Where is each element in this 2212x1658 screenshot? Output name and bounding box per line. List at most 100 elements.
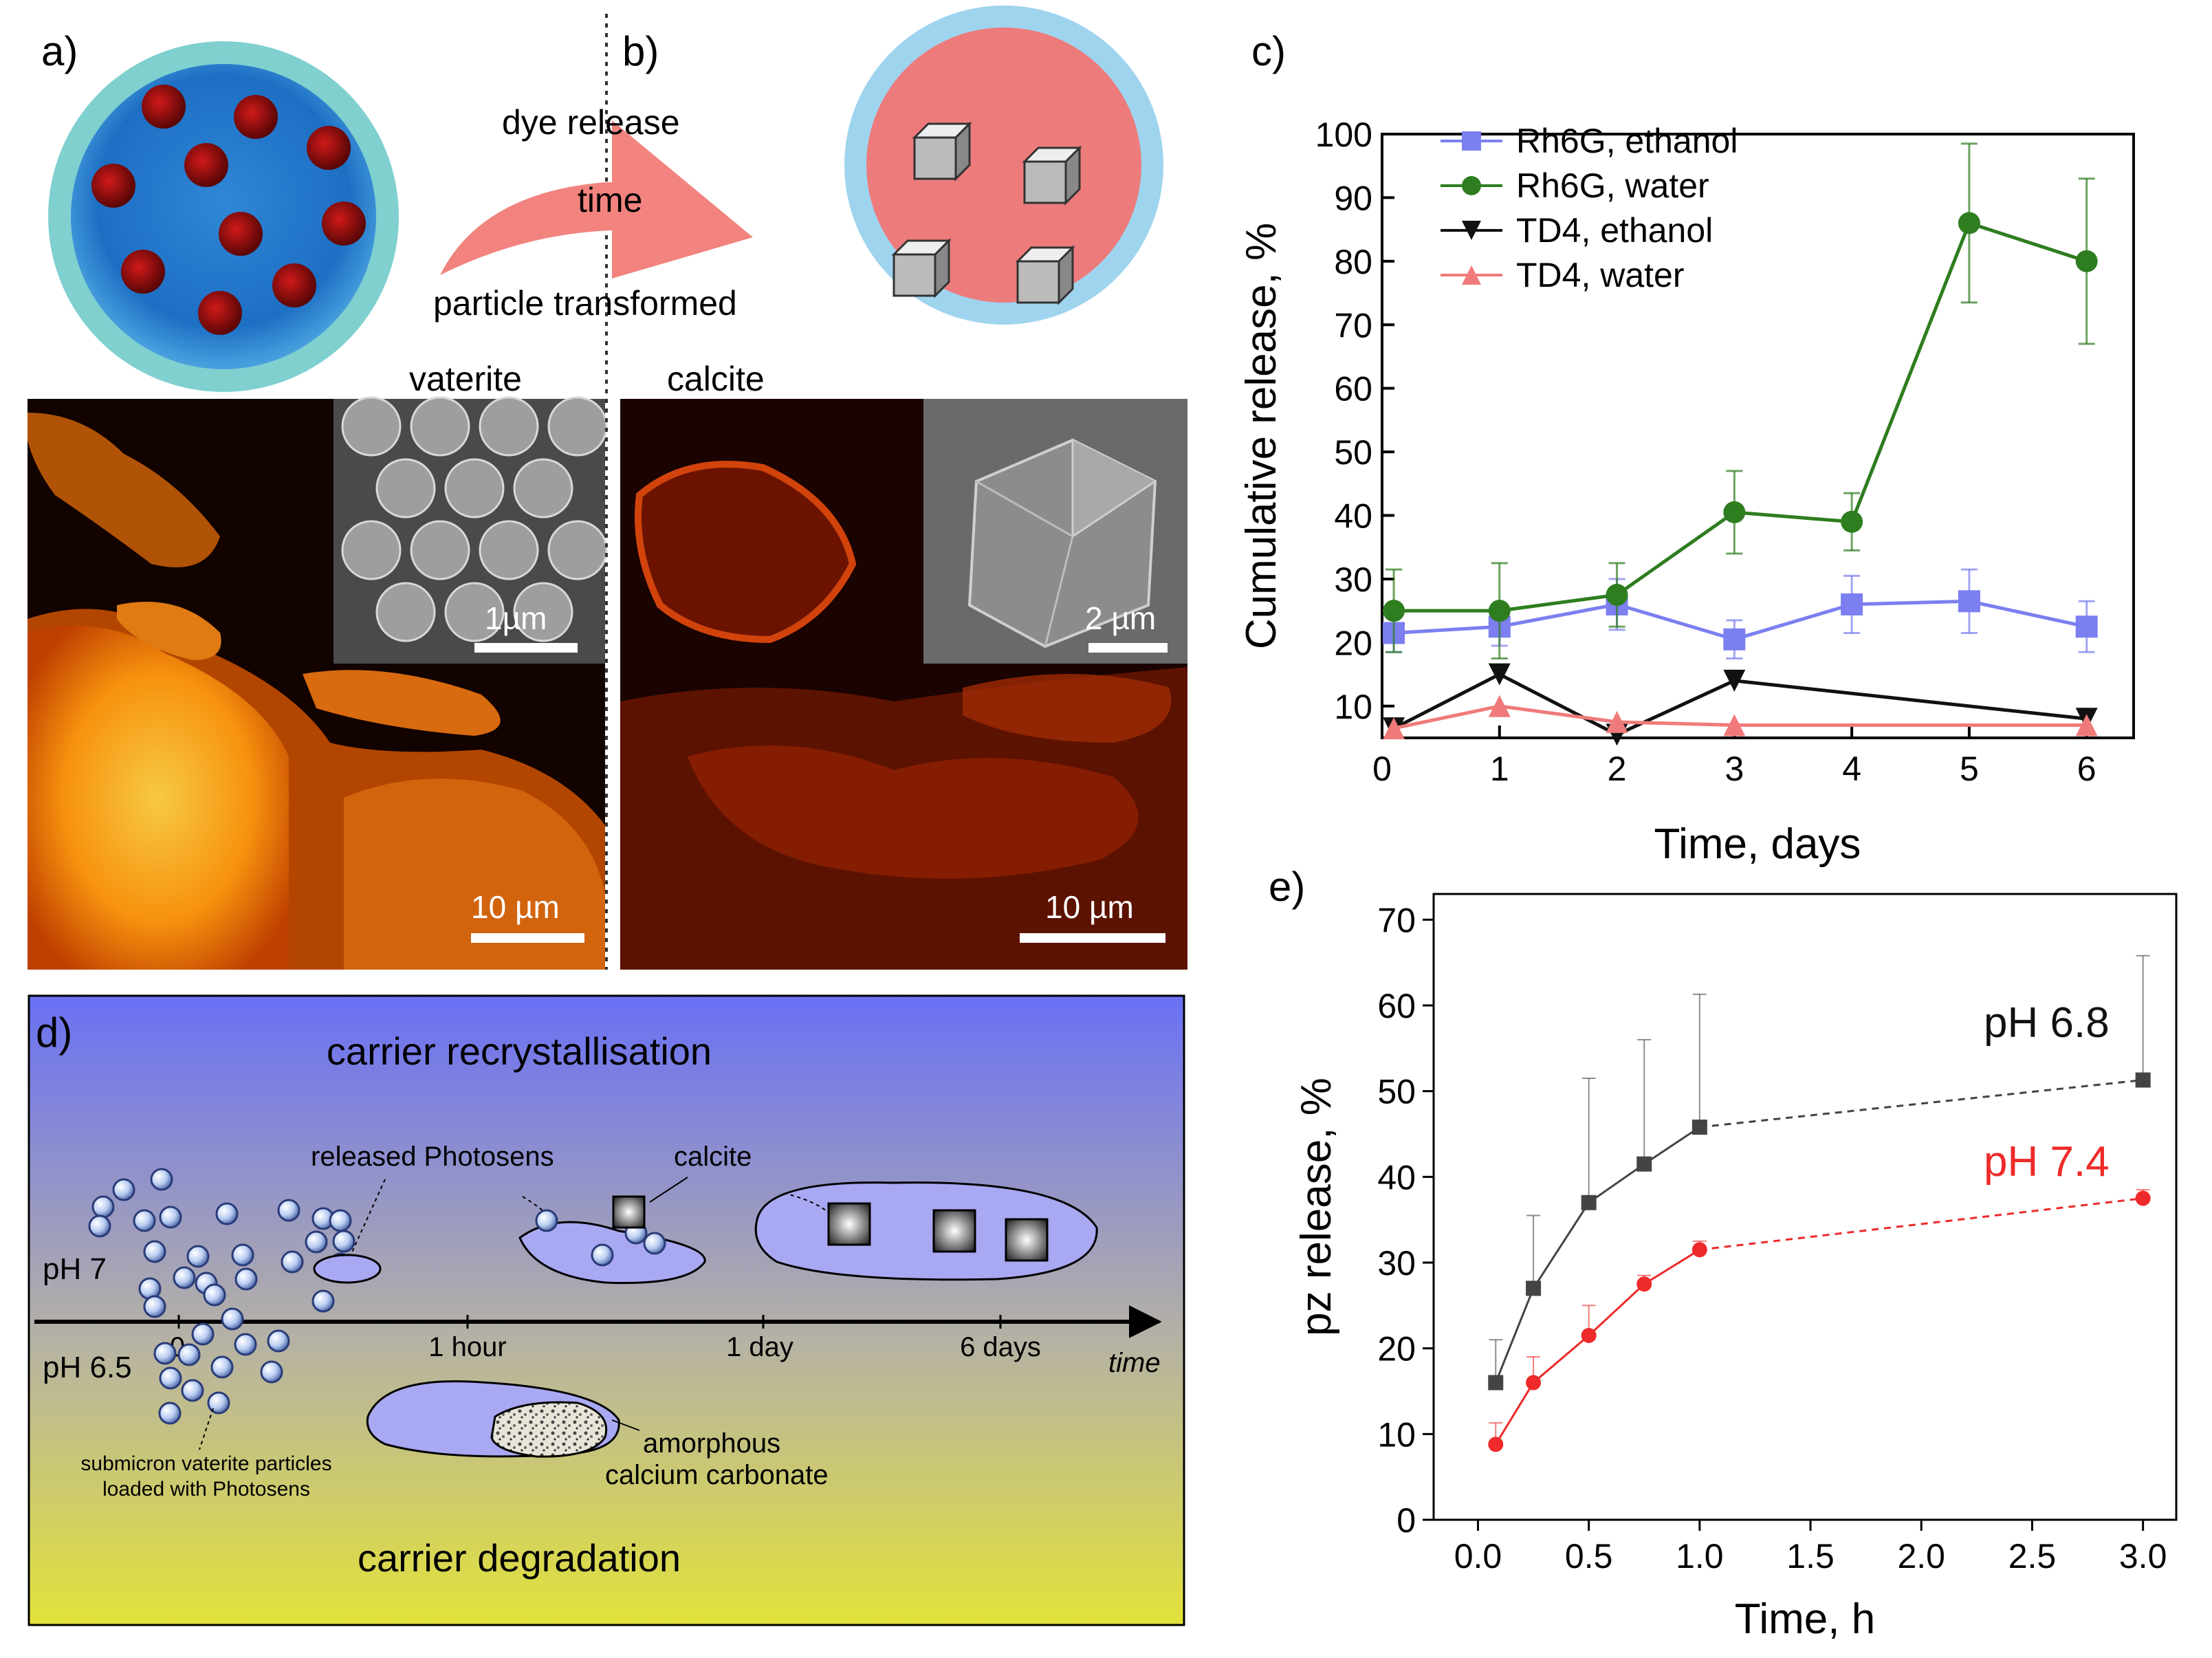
- x-tick-label: 1.0: [1676, 1537, 1724, 1575]
- vaterite-label: vaterite: [409, 360, 522, 398]
- data-point: [1691, 1242, 1707, 1258]
- arrow-bottom-label: particle transformed: [433, 284, 737, 323]
- x-tick-label: 1: [1490, 750, 1509, 788]
- panel-a: a) vaterite: [28, 28, 608, 970]
- series-line: [1494, 1126, 1700, 1384]
- data-point: [1383, 600, 1405, 622]
- data-point: [1958, 590, 1980, 613]
- legend-marker: [1462, 265, 1481, 285]
- legend-marker: [1462, 176, 1481, 195]
- data-point: [1723, 714, 1746, 737]
- y-tick-label: 30: [1334, 560, 1372, 599]
- calcite-pointer: [649, 1177, 688, 1203]
- legend-marker: [1462, 221, 1481, 240]
- data-point: [1841, 510, 1863, 533]
- arrow-middle-label: time: [578, 181, 642, 219]
- x-tick-label: 0.0: [1454, 1537, 1502, 1575]
- calcite-sem-crystal: [967, 438, 1157, 648]
- x-tick-label: 4: [1842, 750, 1861, 788]
- vaterite-particles: [91, 85, 366, 335]
- data-point: [2135, 1072, 2151, 1088]
- y-tick-label: 90: [1334, 179, 1372, 217]
- vaterite-inset-scale-bar: [474, 643, 578, 653]
- calcite-scale-label: 10 µm: [1045, 889, 1134, 925]
- legend-entry: TD4, water: [1516, 256, 1685, 294]
- panel-e-label: e): [1269, 864, 1305, 910]
- amorphous-label-line1: amorphous: [643, 1428, 780, 1459]
- y-tick-label: 10: [1334, 688, 1372, 726]
- y-tick-label: 70: [1334, 306, 1372, 345]
- y-tick-label: 50: [1334, 433, 1372, 472]
- data-point: [2075, 615, 2098, 638]
- amorphous-carbonate: [490, 1401, 607, 1458]
- x-tick-label: 3: [1724, 750, 1744, 788]
- vaterite-scale-label: 10 µm: [471, 889, 560, 925]
- y-tick-label: 20: [1377, 1330, 1416, 1368]
- panel-c-label: c): [1251, 28, 1286, 74]
- data-point: [1723, 669, 1746, 692]
- calcite-cube-2: [827, 1202, 871, 1246]
- panel-d-background: [28, 994, 1185, 1626]
- x-tick-label: 0: [1372, 750, 1392, 788]
- calcite-fluorescence-blobs: [620, 461, 1187, 970]
- calcite-inset-scale-bar: [1088, 643, 1168, 653]
- data-point: [1526, 1375, 1542, 1390]
- chart-c-legend: Rh6G, ethanol Rh6G, water TD4, ethanol TD4,…: [1441, 122, 1738, 294]
- series-line-dashed: [1699, 1079, 2143, 1128]
- legend-marker: [1462, 131, 1481, 151]
- data-point: [2075, 250, 2098, 272]
- tick-6-days: 6 days: [960, 1332, 1041, 1362]
- transformation-arrow: dye release time particle transformed: [433, 103, 753, 323]
- x-tick-label: 6: [2077, 750, 2096, 788]
- series-label-ph68: pH 6.8: [1984, 999, 2110, 1047]
- data-point: [1581, 1195, 1597, 1210]
- data-point: [1723, 501, 1746, 523]
- data-point: [2135, 1190, 2151, 1206]
- x-tick-label: 2: [1608, 750, 1627, 788]
- amorphous-pointer: [611, 1419, 640, 1431]
- vaterite-sem-spheres: [341, 396, 608, 642]
- data-point: [1581, 1327, 1597, 1343]
- ph7-label: pH 7: [43, 1252, 107, 1286]
- data-point: [1691, 1120, 1707, 1135]
- legend-entry: Rh6G, water: [1516, 166, 1709, 205]
- x-tick-label: 2.0: [1897, 1537, 1945, 1575]
- calcite-cube-4: [1005, 1218, 1049, 1262]
- arrow-top-label: dye release: [502, 103, 680, 142]
- x-tick-label: 5: [1960, 750, 1979, 788]
- data-point: [1526, 1280, 1542, 1296]
- data-point: [1636, 1276, 1652, 1292]
- data-point: [1636, 1156, 1652, 1172]
- series-label-ph74: pH 7.4: [1984, 1138, 2110, 1186]
- panel-d: d) carrier recrystallisation carrier deg…: [28, 994, 1185, 1626]
- amorphous-label-line2: calcium carbonate: [605, 1460, 829, 1490]
- y-tick-label: 40: [1377, 1158, 1416, 1197]
- calcite-cubes: [891, 121, 1082, 305]
- x-tick-label: 1.5: [1786, 1537, 1835, 1575]
- y-tick-label: 40: [1334, 497, 1372, 536]
- data-point: [1958, 212, 1980, 234]
- y-tick-label: 50: [1377, 1073, 1416, 1111]
- y-tick-label: 100: [1315, 116, 1372, 154]
- submicron-label-line1: submicron vaterite particles: [80, 1452, 331, 1475]
- data-point: [1606, 584, 1628, 607]
- chart-e-ylabel: pz release, %: [1293, 1078, 1340, 1336]
- calcite-inset-scale-label: 2 µm: [1085, 600, 1156, 636]
- ph65-label: pH 6.5: [43, 1351, 132, 1384]
- y-tick-label: 30: [1377, 1244, 1416, 1283]
- x-tick-label: 0.5: [1565, 1537, 1613, 1575]
- tick-1-day: 1 day: [726, 1332, 793, 1362]
- chart-e-xlabel: Time, h: [1735, 1595, 1875, 1643]
- calcite-cube-3: [932, 1209, 976, 1253]
- chart-e-frame: [1432, 893, 2178, 1521]
- data-point: [1488, 600, 1511, 622]
- calcite-carrier-inner: [866, 28, 1141, 303]
- y-tick-label: 10: [1377, 1415, 1416, 1454]
- panel-d-label: d): [36, 1010, 72, 1056]
- y-tick-label: 20: [1334, 624, 1372, 662]
- chart-c: c) 10 20 30 40 50 60 70 80 90 100 0 1 2 3 4 5 6 Cumulati…: [1238, 28, 2135, 868]
- y-tick-label: 0: [1397, 1501, 1416, 1540]
- data-point: [1723, 628, 1746, 651]
- legend-entry: TD4, ethanol: [1516, 211, 1713, 250]
